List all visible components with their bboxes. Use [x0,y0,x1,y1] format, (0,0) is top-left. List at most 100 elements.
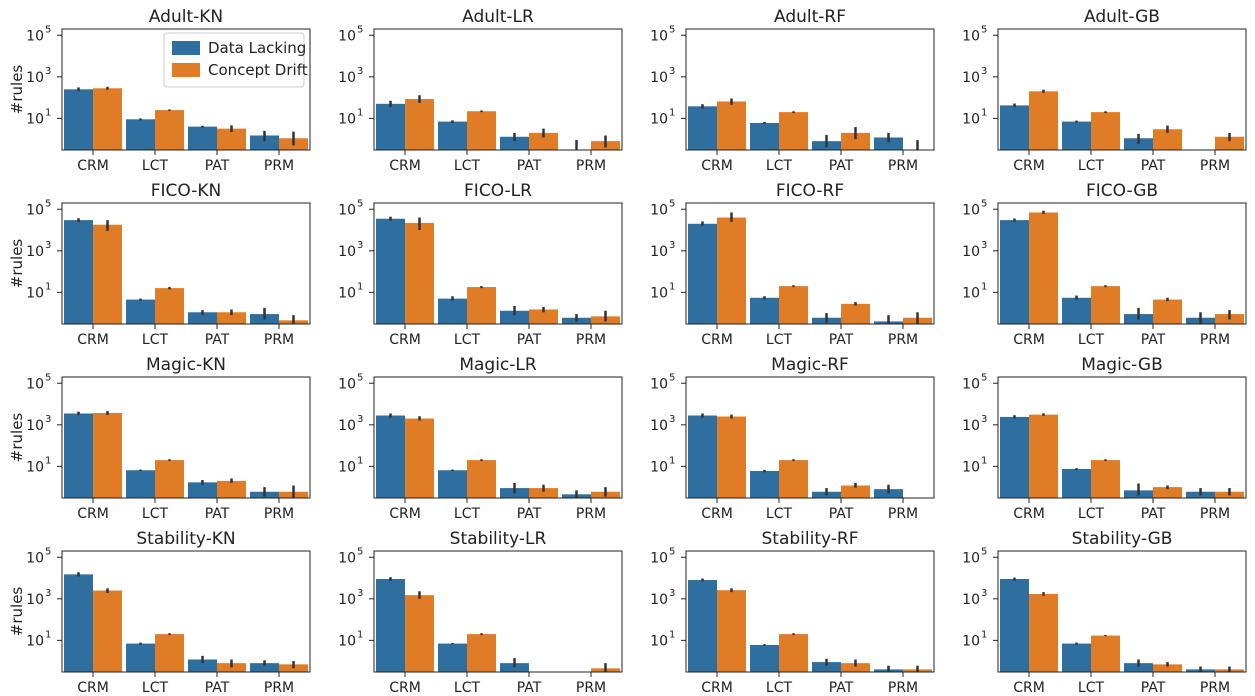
bar-data-lacking-crm [688,415,717,498]
panel-frame [373,376,623,499]
panel-title: FICO-KN [151,181,222,201]
panel-title: Adult-LR [462,7,534,27]
y-tick-label: 10 [650,633,668,649]
bar-concept-drift-lct [779,460,808,498]
y-tick-exponent: 1 [981,107,987,118]
y-tick-label: 10 [338,418,356,434]
bar-concept-drift-crm [93,413,122,498]
x-tick-label: PAT [517,680,542,696]
y-tick-label: 10 [962,550,980,566]
y-tick-label: 10 [26,111,44,127]
y-tick-exponent: 5 [357,198,363,209]
y-tick-label: 10 [650,459,668,475]
x-tick-label: CRM [77,680,109,696]
bar-data-lacking-pat [188,659,217,672]
bar-data-lacking-pat [188,126,217,150]
y-tick-label: 10 [26,592,44,608]
bar-concept-drift-pat [217,480,246,498]
y-tick-exponent: 5 [45,198,51,209]
x-tick-label: LCT [1078,332,1105,348]
x-tick-label: PAT [205,506,230,522]
x-tick-label: CRM [389,158,421,174]
y-tick-label: 10 [338,70,356,86]
bar-data-lacking-pat [188,482,217,498]
y-tick-label: 10 [650,202,668,218]
x-tick-label: PRM [888,680,918,696]
y-tick-label: 10 [338,244,356,260]
y-tick-exponent: 5 [669,198,675,209]
x-tick-label: PRM [1200,158,1230,174]
y-tick-label: 10 [650,244,668,260]
panel-frame [685,376,935,499]
x-tick-label: PAT [1141,680,1166,696]
bar-data-lacking-crm [376,103,405,150]
y-tick-label: 10 [338,111,356,127]
x-tick-label: CRM [389,332,421,348]
bar-data-lacking-crm [1000,105,1029,150]
y-tick-exponent: 3 [669,66,675,77]
panel-frame [373,550,623,673]
bar-concept-drift-crm [405,99,434,150]
legend: Data Lacking Concept Drift [163,32,308,88]
y-tick-exponent: 3 [357,66,363,77]
bar-concept-drift-crm [1029,594,1058,672]
y-tick-label: 10 [962,28,980,44]
y-tick-label: 10 [962,202,980,218]
y-tick-exponent: 3 [45,240,51,251]
x-tick-label: PRM [264,158,294,174]
y-tick-exponent: 3 [981,66,987,77]
y-tick-label: 10 [338,28,356,44]
bar-data-lacking-lct [126,119,155,150]
bar-data-lacking-crm [64,413,93,498]
bar-concept-drift-crm [405,418,434,498]
x-tick-label: LCT [454,158,481,174]
y-tick-exponent: 5 [669,372,675,383]
bar-data-lacking-lct [438,470,467,498]
y-tick-label: 10 [962,285,980,301]
x-tick-label: PRM [264,332,294,348]
y-tick-exponent: 1 [357,455,363,466]
bar-data-lacking-lct [126,643,155,672]
y-tick-exponent: 5 [981,546,987,557]
y-tick-exponent: 1 [45,107,51,118]
y-tick-exponent: 3 [981,414,987,425]
y-tick-label: 10 [338,592,356,608]
y-tick-exponent: 3 [357,240,363,251]
y-tick-label: 10 [650,376,668,392]
panel-frame [997,550,1247,673]
bar-data-lacking-lct [750,644,779,672]
legend-swatch [172,41,200,55]
bar-concept-drift-crm [717,217,746,324]
bar-data-lacking-crm [688,223,717,324]
panel-title: Magic-RF [771,355,849,375]
bar-concept-drift-pat [841,303,870,324]
y-tick-label: 10 [26,202,44,218]
bar-concept-drift-pat [841,663,870,672]
x-tick-label: PRM [888,158,918,174]
x-tick-label: PRM [576,506,606,522]
panel-title: Stability-LR [450,529,547,549]
y-tick-exponent: 5 [669,546,675,557]
x-tick-label: CRM [1013,332,1045,348]
panel-title: Stability-GB [1072,529,1173,549]
y-tick-label: 10 [962,592,980,608]
bar-concept-drift-lct [1091,286,1120,324]
y-tick-label: 10 [338,633,356,649]
bar-data-lacking-crm [64,220,93,324]
bar-concept-drift-pat [841,485,870,498]
x-tick-label: PAT [1141,332,1166,348]
panel-frame [373,202,623,325]
x-tick-label: LCT [142,332,169,348]
bar-data-lacking-lct [750,122,779,150]
panel-frame [997,28,1247,151]
y-tick-label: 10 [26,70,44,86]
x-tick-label: LCT [454,506,481,522]
bar-concept-drift-pat [529,132,558,150]
panel-title: FICO-RF [776,181,844,201]
y-tick-label: 10 [962,633,980,649]
